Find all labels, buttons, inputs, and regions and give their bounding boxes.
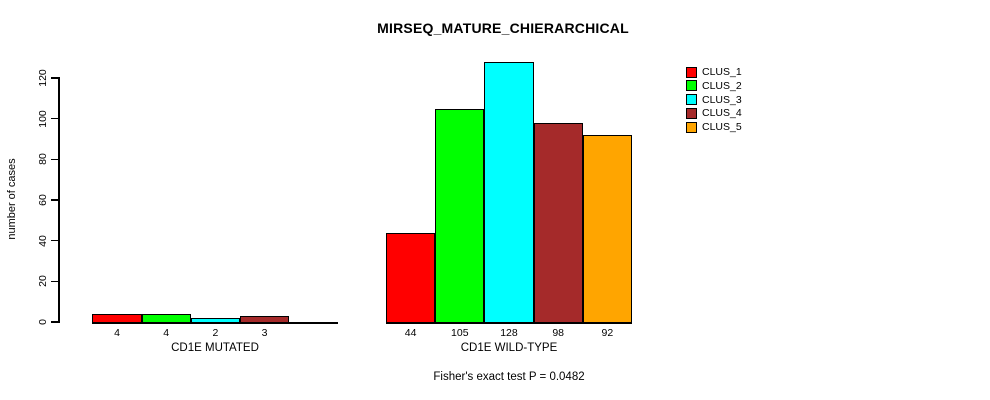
bar-clus_4-group2 — [533, 122, 583, 323]
bar-clus_1-group2 — [386, 232, 436, 323]
legend-swatch-icon — [686, 80, 697, 92]
bar-value-label: 98 — [552, 327, 565, 339]
y-tick-label: 20 — [37, 275, 49, 288]
bar-value-label: 105 — [451, 327, 469, 339]
x-axis-line-mutated — [92, 322, 338, 324]
y-tick-label: 80 — [37, 153, 49, 166]
group-label-mutated: CD1E MUTATED — [171, 342, 259, 354]
bar-value-label: 128 — [500, 327, 518, 339]
y-tick-label: 60 — [37, 194, 49, 206]
bar-clus_2-group2 — [435, 108, 485, 323]
bar-value-label: 2 — [212, 327, 219, 339]
legend-label: CLUS_2 — [702, 79, 742, 92]
bar-clus_3-group2 — [484, 61, 534, 323]
legend-swatch-icon — [686, 121, 697, 133]
legend-label: CLUS_4 — [702, 107, 742, 120]
legend-item-clus_4: CLUS_4 — [686, 107, 742, 119]
bar-clus_5-group2 — [582, 134, 632, 323]
y-tick-mark — [51, 321, 58, 323]
y-tick-mark — [51, 280, 58, 283]
y-tick-mark — [51, 239, 58, 242]
x-axis-line-wildtype — [386, 322, 632, 324]
bar-value-label: 3 — [261, 327, 268, 339]
legend-label: CLUS_3 — [702, 93, 742, 106]
legend-swatch-icon — [686, 94, 697, 106]
legend-swatch-icon — [686, 66, 697, 78]
legend-item-clus_5: CLUS_5 — [686, 121, 742, 133]
legend-label: CLUS_1 — [702, 66, 742, 78]
group-label-wildtype: CD1E WILD-TYPE — [460, 342, 558, 354]
y-tick-mark — [51, 117, 58, 120]
y-tick-mark — [51, 77, 58, 79]
y-axis-title: number of cases — [6, 158, 18, 240]
legend-label: CLUS_5 — [702, 121, 742, 134]
chart-title: MIRSEQ_MATURE_CHIERARCHICAL — [377, 20, 629, 36]
bar-value-label: 44 — [404, 327, 417, 339]
y-tick-label: 100 — [37, 109, 49, 128]
legend-swatch-icon — [686, 107, 697, 119]
legend-item-clus_2: CLUS_2 — [686, 80, 742, 92]
bar-value-label: 92 — [601, 327, 614, 339]
bar-value-label: 4 — [114, 327, 120, 339]
fisher-test-annotation: Fisher's exact test P = 0.0482 — [433, 371, 585, 383]
y-tick-mark — [51, 199, 58, 201]
y-tick-label: 40 — [37, 234, 49, 247]
y-tick-label: 120 — [37, 69, 49, 87]
legend-item-clus_3: CLUS_3 — [686, 94, 742, 106]
y-tick-mark — [51, 158, 58, 161]
legend-item-clus_1: CLUS_1 — [686, 66, 742, 78]
bar-value-label: 4 — [163, 327, 170, 339]
y-axis-line — [58, 77, 60, 323]
y-tick-label: 0 — [37, 319, 49, 325]
